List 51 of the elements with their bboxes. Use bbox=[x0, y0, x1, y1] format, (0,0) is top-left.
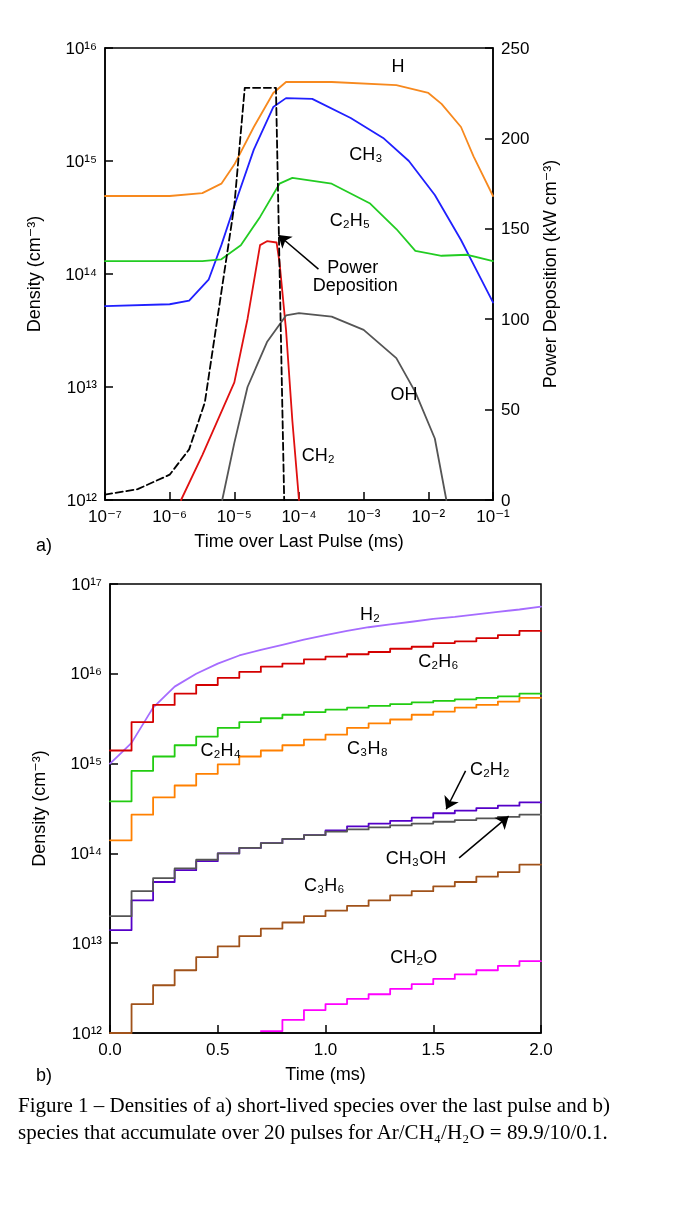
caption: Figure 1 – Densities of a) short-lived species over the last pulse and b) species that accumulate over 20 pulses for Ar/CH₄/H₂O = 89.9/10/0.1. bbox=[17, 1092, 611, 1146]
x-tick-label: 10⁻⁴ bbox=[281, 507, 317, 526]
y-tick-label: 10¹⁴ bbox=[65, 264, 97, 284]
series-label: C₃H₆ bbox=[303, 874, 345, 895]
x-tick-label: 1.5 bbox=[421, 1040, 446, 1059]
series-label: C₂H₄ bbox=[200, 740, 241, 761]
x-axis-title: Time (ms) bbox=[285, 1064, 366, 1084]
series-label: OH bbox=[390, 383, 418, 404]
y2-axis-title: Power Deposition (kW cm⁻³) bbox=[540, 159, 560, 389]
y-tick-label: 10¹² bbox=[71, 1023, 103, 1043]
series-label: Power Deposition bbox=[312, 256, 398, 295]
text: b) bbox=[36, 1065, 53, 1085]
y2-tick-label: 250 bbox=[501, 38, 530, 58]
text: a) bbox=[36, 535, 53, 555]
x-tick-label: 2.0 bbox=[529, 1040, 553, 1059]
y-tick-label: 10¹⁵ bbox=[65, 151, 97, 171]
series-label: CH₂O bbox=[390, 947, 438, 968]
y-tick-label: 10¹⁶ bbox=[70, 664, 102, 684]
y-tick-label: 10¹⁷ bbox=[71, 574, 102, 594]
series-label: C₂H₂ bbox=[469, 759, 510, 780]
y-tick-label: 10¹⁵ bbox=[70, 754, 102, 774]
series-label: C₂H₆ bbox=[418, 650, 459, 671]
x-tick-label: 10⁻¹ bbox=[476, 507, 511, 526]
y-tick-label: 10¹³ bbox=[66, 377, 98, 397]
x-tick-label: 1.0 bbox=[313, 1040, 338, 1059]
x-tick-label: 10⁻⁶ bbox=[152, 507, 188, 526]
series-label: CH₃OH bbox=[385, 847, 447, 868]
y2-tick-label: 0 bbox=[501, 490, 511, 510]
y2-tick-label: 100 bbox=[501, 309, 530, 329]
x-tick-label: 0.0 bbox=[98, 1040, 122, 1059]
y2-tick-label: 200 bbox=[501, 128, 530, 148]
y-tick-label: 10¹³ bbox=[71, 933, 103, 953]
series-label: H bbox=[391, 55, 405, 76]
series-label: C₃H₈ bbox=[347, 737, 388, 758]
y-axis-title: Density (cm⁻³) bbox=[24, 215, 44, 333]
x-tick-label: 10⁻⁷ bbox=[87, 507, 123, 526]
y-tick-label: 10¹⁶ bbox=[65, 38, 97, 58]
y2-tick-label: 50 bbox=[501, 400, 520, 420]
x-tick-label: 10⁻² bbox=[411, 507, 446, 526]
y-tick-label: 10¹² bbox=[66, 490, 98, 510]
y-tick-label: 10¹⁴ bbox=[70, 843, 102, 863]
series-label: CH₂ bbox=[301, 445, 335, 466]
x-tick-label: 0.5 bbox=[205, 1040, 230, 1059]
series-label: H₂ bbox=[359, 604, 380, 625]
series-label: CH₃ bbox=[349, 144, 383, 165]
y-axis-title: Density (cm⁻³) bbox=[29, 750, 49, 867]
y2-tick-label: 150 bbox=[501, 219, 530, 239]
x-axis-title: Time over Last Pulse (ms) bbox=[194, 531, 404, 551]
x-tick-label: 10⁻⁵ bbox=[216, 507, 252, 526]
series-label: C₂H₅ bbox=[329, 210, 371, 231]
x-tick-label: 10⁻³ bbox=[346, 507, 381, 526]
